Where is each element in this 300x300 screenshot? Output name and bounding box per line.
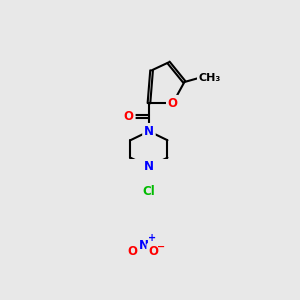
Text: O: O (168, 97, 178, 110)
Text: N: N (144, 160, 154, 173)
Text: −: − (157, 242, 165, 252)
Text: +: + (148, 233, 156, 243)
Text: N: N (139, 238, 149, 251)
Text: O: O (124, 110, 134, 123)
Text: O: O (148, 245, 158, 258)
Text: Cl: Cl (142, 185, 155, 198)
Text: CH₃: CH₃ (199, 73, 221, 83)
Text: N: N (144, 125, 154, 138)
Text: O: O (127, 245, 137, 258)
